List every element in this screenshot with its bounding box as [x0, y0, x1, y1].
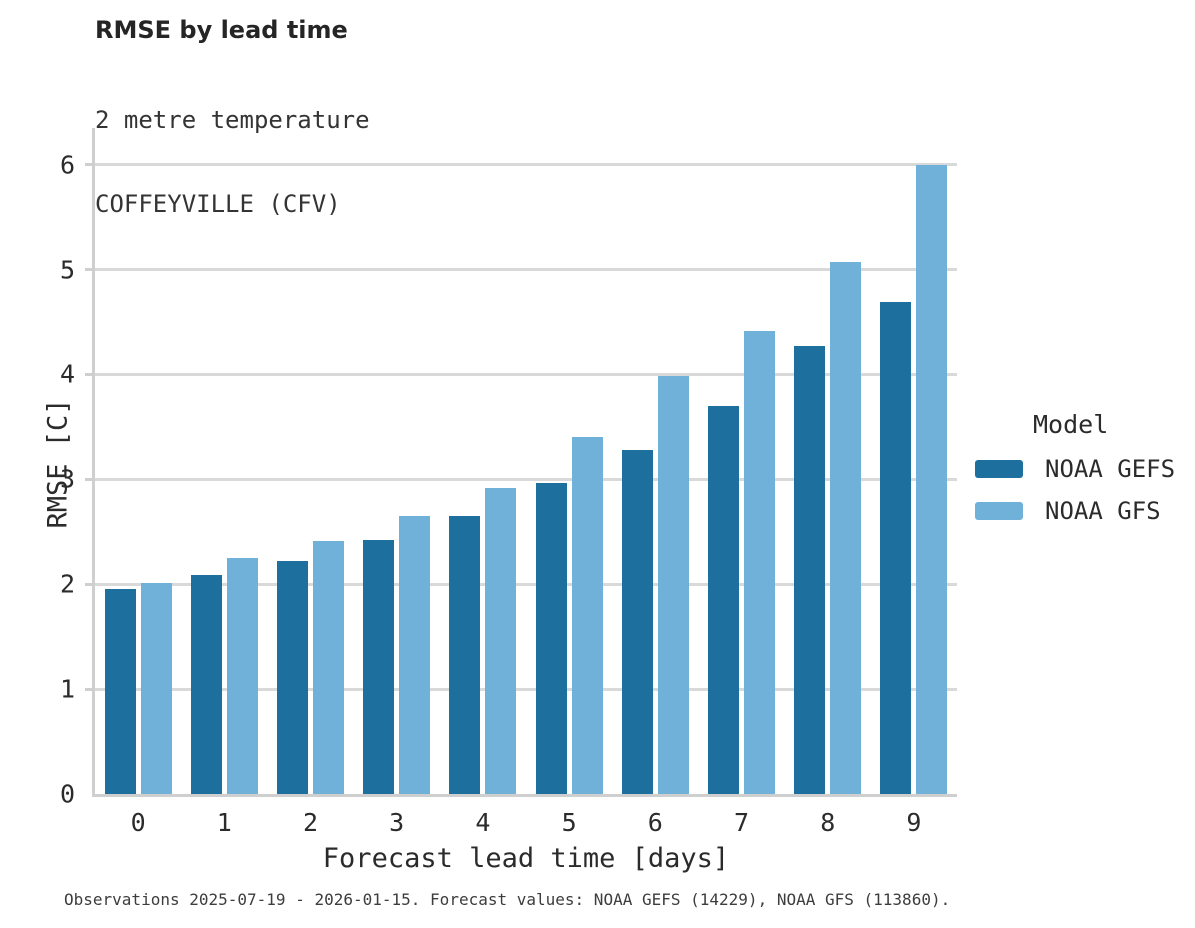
x-tick-label-4: 4: [475, 808, 491, 837]
bar-noaa-gefs-lead-1: [190, 574, 222, 794]
bar-group-lead-4: [440, 128, 526, 794]
bar-noaa-gefs-lead-7: [708, 405, 740, 794]
bar-group-lead-0: [95, 128, 181, 794]
y-axis-title: RMSE [C]: [42, 398, 74, 529]
y-tick-label: 0: [59, 779, 75, 809]
bar-noaa-gefs-lead-6: [621, 450, 653, 794]
y-tick-label: 2: [59, 569, 75, 599]
gridline-y-1: [95, 687, 957, 691]
bar-group-lead-8: [785, 128, 871, 794]
bar-noaa-gefs-lead-3: [363, 540, 395, 794]
y-tick: [85, 582, 95, 586]
bar-noaa-gefs-lead-5: [535, 482, 567, 794]
x-axis-spine: [92, 794, 957, 797]
x-tick-label-2: 2: [302, 808, 319, 837]
x-tick-label-7: 7: [733, 808, 750, 837]
y-tick: [85, 163, 95, 167]
bar-noaa-gefs-lead-2: [277, 561, 308, 794]
legend-item: NOAA GEFS: [975, 455, 1175, 483]
bar-noaa-gfs-lead-7: [744, 331, 776, 794]
bar-noaa-gfs-lead-4: [485, 487, 517, 794]
bar-noaa-gfs-lead-0: [140, 583, 172, 794]
legend-swatch-noaa-gefs: [975, 460, 1023, 478]
bar-group-lead-2: [267, 128, 353, 794]
y-axis-spine: [92, 128, 95, 797]
bar-noaa-gefs-lead-4: [449, 516, 481, 794]
x-tick-labels: 0 1 2 3 4 5 6 7 8 9: [95, 808, 957, 837]
bar-noaa-gfs-lead-8: [830, 262, 862, 794]
bar-noaa-gfs-lead-5: [571, 437, 603, 794]
x-tick-label-5: 5: [561, 808, 577, 837]
bar-groups: [95, 128, 957, 794]
y-tick-label: 6: [59, 150, 75, 180]
bar-noaa-gefs-lead-8: [794, 346, 826, 794]
x-tick-label-6: 6: [647, 808, 663, 837]
chart-subtitle-line-1: 2 metre temperature: [95, 106, 370, 134]
y-tick-label: 1: [59, 674, 75, 704]
legend-item: NOAA GFS: [975, 497, 1175, 525]
y-tick-label: 3: [59, 464, 75, 494]
x-tick-label-1: 1: [216, 808, 232, 837]
chart-subtitle: 2 metre temperature COFFEYVILLE (CFV): [95, 50, 370, 274]
chart-subtitle-line-2: COFFEYVILLE (CFV): [95, 190, 341, 218]
x-tick-label-0: 0: [130, 808, 146, 837]
plot-area: 0 1 2 3 4 5 6: [60, 128, 957, 807]
y-tick-label: 5: [59, 255, 75, 285]
bar-noaa-gfs-lead-3: [399, 516, 431, 794]
y-tick: [85, 687, 95, 691]
bar-noaa-gfs-lead-9: [916, 164, 948, 794]
x-tick-label-3: 3: [389, 808, 405, 837]
bar-group-lead-6: [612, 128, 698, 794]
x-tick-label-8: 8: [820, 808, 836, 837]
legend-swatch-noaa-gfs: [975, 502, 1023, 520]
gridline-y-6: [95, 163, 957, 167]
bar-group-lead-5: [526, 128, 612, 794]
bar-noaa-gfs-lead-1: [226, 558, 258, 794]
gridline-y-5: [95, 268, 957, 272]
x-tick-label-9: 9: [906, 808, 922, 837]
y-tick-label: 4: [59, 359, 75, 389]
bar-noaa-gefs-lead-0: [104, 589, 136, 794]
gridline-y-4: [95, 372, 957, 376]
caption: Observations 2025-07-19 - 2026-01-15. Fo…: [64, 890, 951, 909]
bar-group-lead-7: [698, 128, 784, 794]
x-axis-title: Forecast lead time [days]: [322, 843, 730, 874]
bar-noaa-gefs-lead-9: [880, 302, 912, 794]
legend-item-label: NOAA GEFS: [1045, 455, 1176, 483]
y-tick: [85, 268, 95, 272]
bar-group-lead-9: [871, 128, 957, 794]
legend-item-label: NOAA GFS: [1045, 497, 1161, 525]
bar-noaa-gfs-lead-2: [313, 541, 344, 794]
bar-group-lead-1: [181, 128, 267, 794]
chart-title: RMSE by lead time: [95, 16, 348, 44]
legend: Model NOAA GEFS NOAA GFS: [975, 410, 1175, 539]
y-tick: [85, 372, 95, 376]
bar-group-lead-3: [354, 128, 440, 794]
bar-noaa-gfs-lead-6: [657, 375, 689, 794]
y-tick: [85, 477, 95, 481]
gridline-y-3: [95, 477, 957, 481]
gridline-y-2: [95, 582, 957, 586]
legend-title: Model: [1033, 410, 1109, 439]
